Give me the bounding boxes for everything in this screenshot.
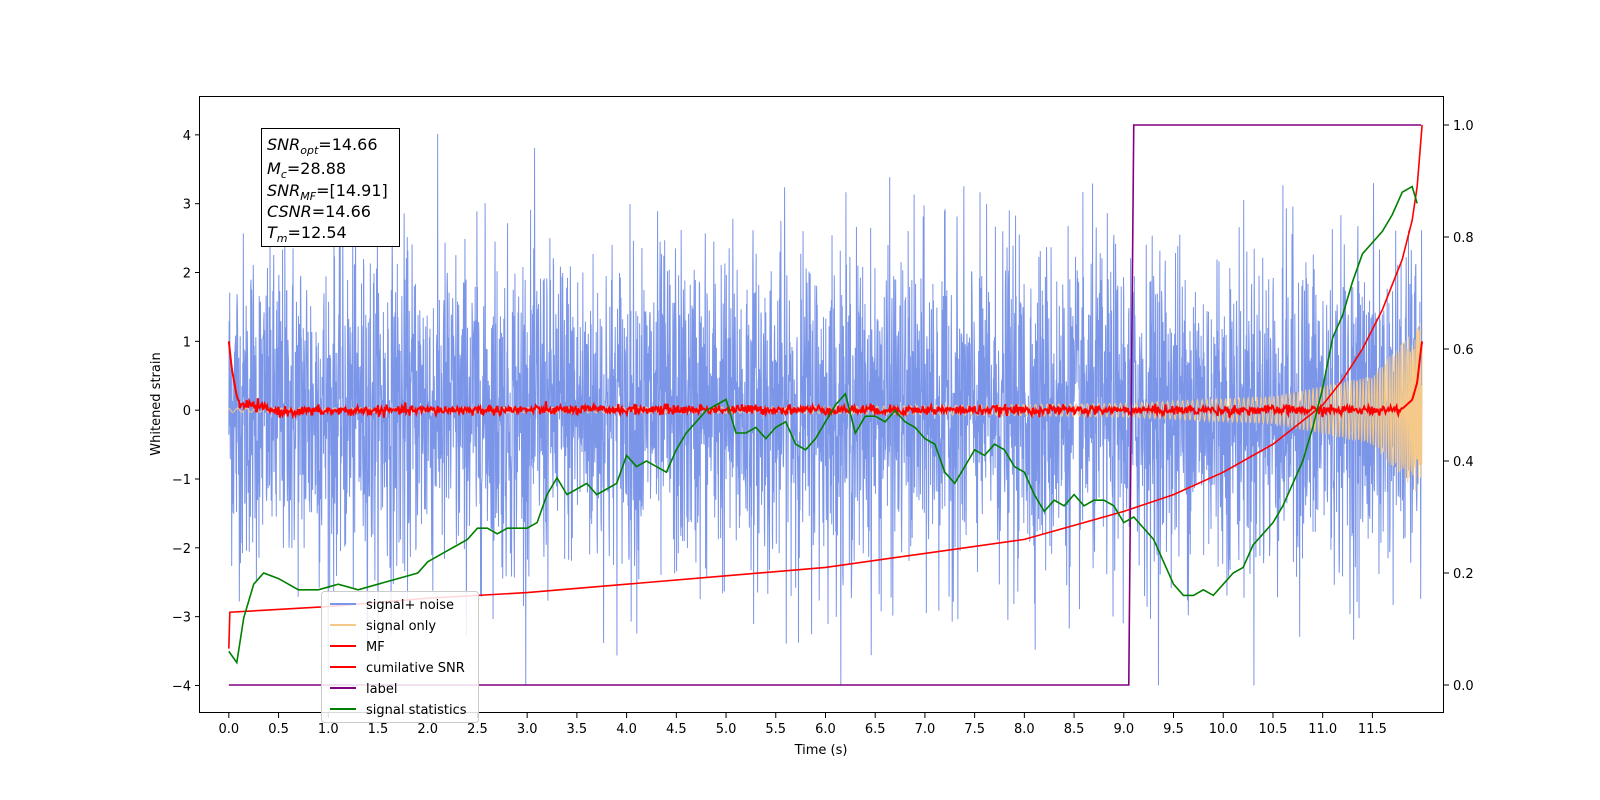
y2-tick-label: 0.2 <box>1453 567 1474 582</box>
y-axis-label: Whitened strain <box>149 352 164 455</box>
x-tick-label: 2.0 <box>417 722 438 737</box>
x-tick-label: 1.0 <box>318 722 339 737</box>
y2-tick-label: 0.4 <box>1453 455 1474 470</box>
x-tick-label: 8.5 <box>1064 722 1085 737</box>
y2-tick-label: 0.6 <box>1453 343 1474 358</box>
annotation-snr-opt: SNRopt=14.66 <box>267 135 378 157</box>
x-tick-label: 3.5 <box>567 722 588 737</box>
legend-label: signal only <box>366 619 436 634</box>
x-tick-label: 4.5 <box>666 722 687 737</box>
y-tick-label: 0 <box>183 404 191 419</box>
y-tick-label: 1 <box>183 335 191 350</box>
legend-label: signal statistics <box>366 703 467 718</box>
x-tick-label: 5.5 <box>765 722 786 737</box>
y-axis-right: 0.0 0.2 0.4 0.6 0.8 1.0 <box>1444 119 1474 694</box>
x-axis: 0.0 0.5 1.0 1.5 2.0 2.5 3.0 3.5 4.0 4.5 5.0 5.5 6.0 6… <box>218 713 1387 737</box>
legend-label: signal+ noise <box>366 598 454 613</box>
x-tick-label: 11.5 <box>1358 722 1387 737</box>
annotation-tm: Tm=12.54 <box>267 223 347 245</box>
legend-label: MF <box>366 640 385 655</box>
legend-label: label <box>366 682 397 697</box>
series-label <box>228 124 1422 686</box>
y2-tick-label: 1.0 <box>1453 119 1474 134</box>
y-tick-label: −2 <box>172 542 191 557</box>
x-tick-label: 10.0 <box>1209 722 1238 737</box>
legend: signal+ noise signal only MF cumilative SNR… <box>321 591 479 723</box>
x-tick-label: 3.0 <box>517 722 538 737</box>
x-tick-label: 0.0 <box>218 722 239 737</box>
x-tick-label: 7.5 <box>964 722 985 737</box>
x-tick-label: 11.0 <box>1308 722 1337 737</box>
y-axis-left: −4 −3 −2 −1 0 1 2 3 4 <box>172 129 200 694</box>
x-tick-label: 8.0 <box>1014 722 1035 737</box>
legend-label: cumilative SNR <box>366 661 465 676</box>
series-mf <box>227 341 1424 420</box>
annotation-snr-mf: SNRMF=[14.91] <box>267 181 388 203</box>
annotation-mc: Mc=28.88 <box>267 159 346 181</box>
y-tick-label: −3 <box>172 611 191 626</box>
x-tick-label: 4.0 <box>616 722 637 737</box>
plot-frame <box>199 96 1444 713</box>
x-tick-label: 6.5 <box>865 722 886 737</box>
x-tick-label: 10.5 <box>1258 722 1287 737</box>
y2-tick-label: 0.8 <box>1453 231 1474 246</box>
x-tick-label: 0.5 <box>268 722 289 737</box>
annotation-csnr: CSNR=14.66 <box>267 202 371 221</box>
x-tick-label: 6.0 <box>815 722 836 737</box>
x-tick-label: 1.5 <box>368 722 389 737</box>
y2-tick-label: 0.0 <box>1453 679 1474 694</box>
x-tick-label: 9.5 <box>1163 722 1184 737</box>
series-cumulative-snr <box>228 124 1423 649</box>
y-tick-label: 3 <box>183 198 191 213</box>
x-tick-label: 5.0 <box>716 722 737 737</box>
plot-area <box>227 124 1424 686</box>
y-tick-label: 2 <box>183 267 191 282</box>
y-tick-label: −4 <box>172 679 191 694</box>
x-axis-label: Time (s) <box>794 743 848 758</box>
y-tick-label: 4 <box>183 129 191 144</box>
y-tick-label: −1 <box>172 473 191 488</box>
annotation-box: SNRopt=14.66 Mc=28.88 SNRMF=[14.91] CSNR… <box>261 128 400 247</box>
x-tick-label: 2.5 <box>467 722 488 737</box>
x-tick-label: 9.0 <box>1113 722 1134 737</box>
series-signal-statistics <box>228 185 1418 665</box>
x-tick-label: 7.0 <box>915 722 936 737</box>
